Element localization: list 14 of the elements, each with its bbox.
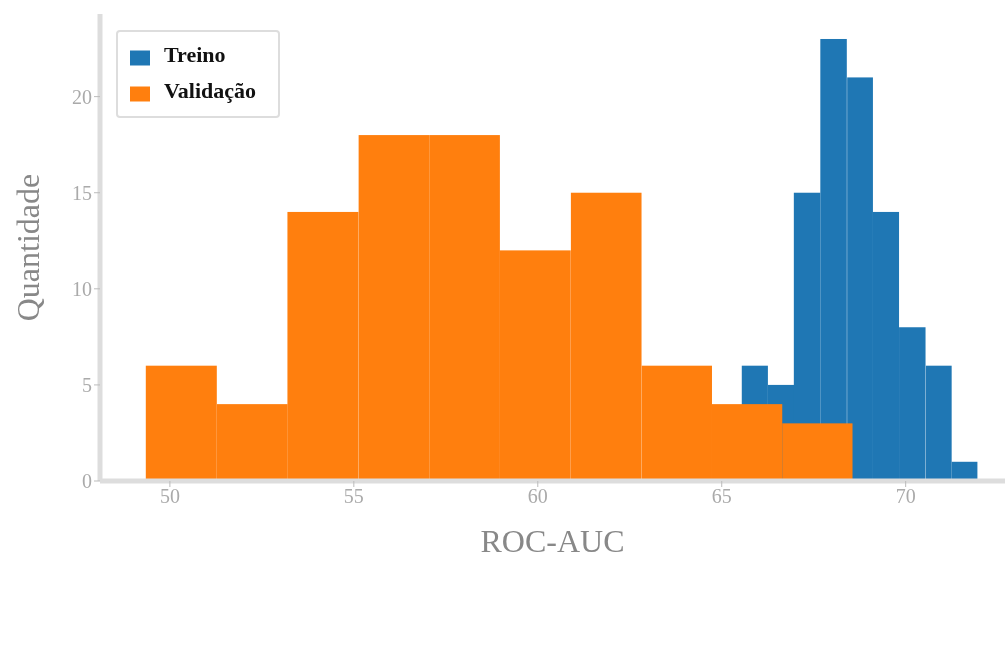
x-tick-label: 70	[895, 485, 916, 508]
x-axis-title: ROC-AUC	[480, 523, 625, 559]
x-tick-label: 60	[527, 485, 548, 508]
y-tick-label: 5	[82, 374, 92, 397]
y-tick-label: 20	[72, 85, 92, 108]
x-tick-label: 50	[159, 485, 180, 508]
y-tick-label: 0	[82, 470, 92, 493]
y-tick-label: 15	[72, 181, 92, 204]
legend-label: Treino	[164, 42, 226, 67]
x-tick-label: 65	[711, 485, 732, 508]
legend-label: Validação	[164, 78, 257, 103]
y-tick-label: 10	[72, 277, 92, 300]
y-axis-title: Quantidade	[10, 173, 47, 322]
x-tick-label: 55	[343, 485, 364, 508]
